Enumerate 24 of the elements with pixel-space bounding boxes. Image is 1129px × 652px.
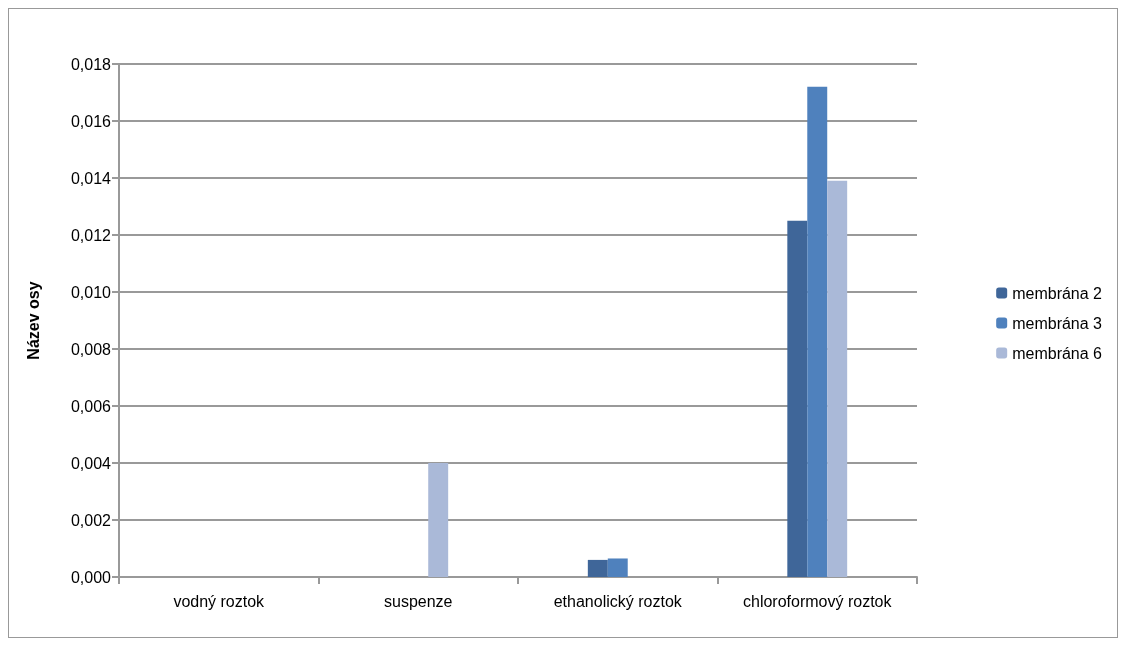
bar xyxy=(807,86,828,577)
y-tick-label: 0,016 xyxy=(70,112,112,130)
y-axis-title: Název osy xyxy=(24,281,42,360)
y-tick-label: 0,018 xyxy=(70,55,112,73)
legend-label: membrána 2 xyxy=(1012,284,1103,302)
bar xyxy=(787,220,808,577)
y-tick-label: 0,008 xyxy=(70,340,112,358)
y-tick-label: 0,004 xyxy=(70,454,112,472)
x-tick-label: chloroformový roztok xyxy=(743,592,893,610)
y-tick-label: 0,012 xyxy=(70,226,112,244)
legend-label: membrána 3 xyxy=(1012,314,1103,332)
y-tick-label: 0,010 xyxy=(70,283,112,301)
x-tick-label: ethanolický roztok xyxy=(553,592,683,610)
y-tick-label: 0,014 xyxy=(70,169,112,187)
x-tick-label: suspenze xyxy=(384,592,453,610)
legend-label: membrána 6 xyxy=(1012,344,1103,362)
x-tick-label: vodný roztok xyxy=(173,592,266,610)
bar xyxy=(428,463,449,577)
y-tick-label: 0,006 xyxy=(70,397,112,415)
bar xyxy=(607,558,628,577)
y-tick-label: 0,002 xyxy=(70,511,112,529)
y-tick-label: 0,000 xyxy=(70,568,112,586)
bar xyxy=(587,559,608,577)
bar xyxy=(827,180,848,577)
